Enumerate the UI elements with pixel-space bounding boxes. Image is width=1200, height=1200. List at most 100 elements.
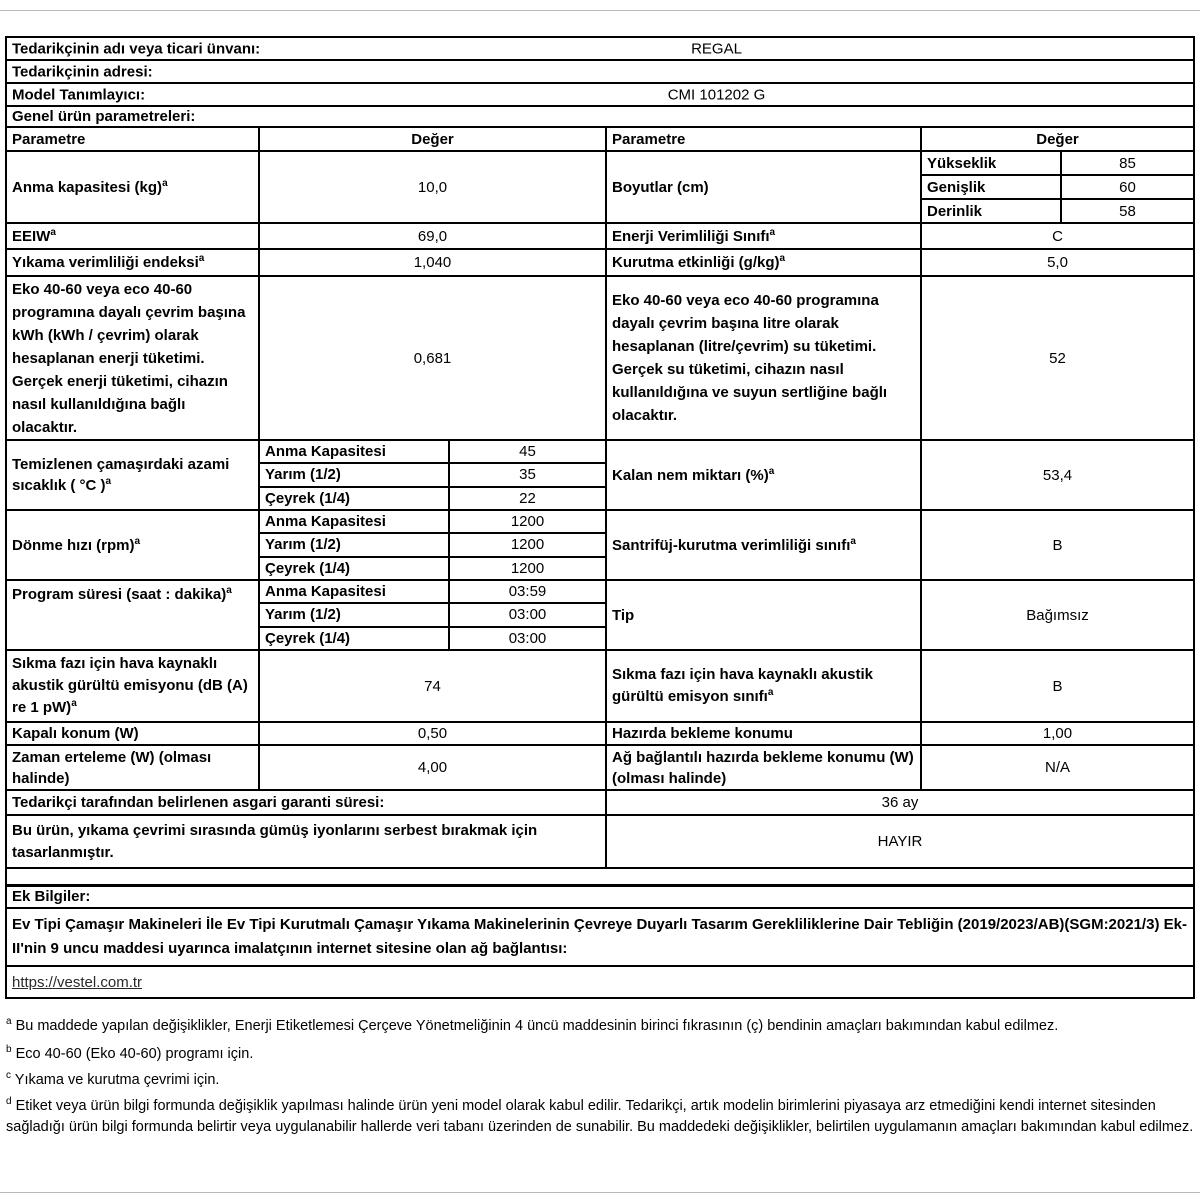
product-parameters-table: Tedarikçinin adı veya ticari ünvanı: REG… <box>5 36 1195 999</box>
row-capacity-dimensions: Anma kapasitesi (kg)a 10,0 Boyutlar (cm)… <box>7 152 1193 224</box>
bottom-divider <box>0 1192 1200 1193</box>
wash-index-label-cell: Yıkama verimliliği endeksia <box>7 250 260 275</box>
dimensions-subtable: Yükseklik 85 Genişlik 60 Derinlik 58 <box>922 152 1193 222</box>
spin-class-value: B <box>1052 536 1063 554</box>
row-noise-emission-class: Sıkma fazı için hava kaynaklı akustik gü… <box>7 651 1193 723</box>
temp-row-quarter: Çeyrek (1/4) 22 <box>260 487 605 509</box>
top-divider <box>0 10 1200 11</box>
temperature-subtable: Anma Kapasitesi 45 Yarım (1/2) 35 Çeyrek… <box>260 441 607 509</box>
footnote-c-marker: c <box>6 1070 11 1082</box>
spin-row-quarter: Çeyrek (1/4) 1200 <box>260 557 605 579</box>
website-link[interactable]: https://vestel.com.tr <box>12 973 143 991</box>
net-standby-value: N/A <box>1044 759 1070 776</box>
supplier-name-label: Tedarikçinin adı veya ticari ünvanı: <box>12 40 261 57</box>
dimension-row-depth: Derinlik 58 <box>922 200 1193 222</box>
warranty-label: Tedarikçi tarafından belirlenen asgari g… <box>7 791 607 814</box>
row-extra-info-paragraph: Ev Tipi Çamaşır Makineleri İle Ev Tipi K… <box>7 909 1193 967</box>
footnote-b: b Eco 40-60 (Eko 40-60) programı için. <box>6 1044 1194 1065</box>
row-energy-water-consumption: Eko 40-60 veya eco 40-60 programına daya… <box>7 277 1193 441</box>
capacity-value: 10,0 <box>260 152 607 222</box>
column-header-row: Parametre Değer Parametre Değer <box>7 128 1193 152</box>
row-website-link: https://vestel.com.tr <box>7 967 1193 997</box>
footnote-a-text: Bu maddede yapılan değişiklikler, Enerji… <box>15 1018 1059 1034</box>
footnote-d-marker: d <box>6 1096 12 1108</box>
noise-class-label-cell: Sıkma fazı için hava kaynaklı akustik gü… <box>607 651 922 721</box>
model-identifier-row: Model Tanımlayıcı: CMI 101202 G <box>7 84 1193 107</box>
dimension-row-height: Yükseklik 85 <box>922 152 1193 176</box>
header-deger-left: Değer <box>260 128 607 150</box>
duration-row-quarter: Çeyrek (1/4) 03:00 <box>260 627 605 649</box>
row-washindex-dryeff: Yıkama verimliliği endeksia 1,040 Kurutm… <box>7 250 1193 277</box>
header-parametre-right: Parametre <box>607 128 922 150</box>
row-delay-netstandby: Zaman erteleme (W) (olması halinde) 4,00… <box>7 746 1193 791</box>
moisture-label-cell: Kalan nem miktarı (%)a <box>607 441 922 509</box>
spin-label-cell: Dönme hızı (rpm)a <box>7 511 260 579</box>
off-mode-label: Kapalı konum (W) <box>7 723 260 744</box>
row-temperature-moisture: Temizlenen çamaşırdaki azami sıcaklık ( … <box>7 441 1193 511</box>
footnote-b-marker: b <box>6 1044 12 1056</box>
moisture-value: 53,4 <box>1042 466 1073 484</box>
header-parametre-left: Parametre <box>7 128 260 150</box>
footnote-b-text: Eco 40-60 (Eko 40-60) programı için. <box>15 1046 254 1062</box>
type-label: Tip <box>607 581 922 649</box>
supplier-name-row: Tedarikçinin adı veya ticari ünvanı: REG… <box>7 38 1193 61</box>
type-value: Bağımsız <box>1026 606 1089 624</box>
footnote-c-text: Yıkama ve kurutma çevrimi için. <box>14 1072 220 1088</box>
row-duration-type: Program süresi (saat : dakika)a Anma Kap… <box>7 581 1193 651</box>
duration-label-cell: Program süresi (saat : dakika)a <box>7 581 260 649</box>
header-deger-right: Değer <box>1036 130 1079 148</box>
footnote-d-text: Etiket veya ürün bilgi formunda değişikl… <box>6 1098 1194 1135</box>
duration-row-half: Yarım (1/2) 03:00 <box>260 604 605 628</box>
footnote-d: d Etiket veya ürün bilgi formunda değişi… <box>6 1096 1194 1138</box>
spin-row-half: Yarım (1/2) 1200 <box>260 534 605 558</box>
spacer-row <box>7 869 1193 887</box>
temp-row-nominal: Anma Kapasitesi 45 <box>260 441 605 465</box>
spacer-cell <box>7 869 1193 884</box>
energy-class-label-cell: Enerji Verimliliği Sınıfıa <box>607 224 922 248</box>
section-title: Genel ürün parametreleri: <box>12 107 196 125</box>
row-spin-speed-class: Dönme hızı (rpm)a Anma Kapasitesi 1200 Y… <box>7 511 1193 581</box>
row-offmode-standby: Kapalı konum (W) 0,50 Hazırda bekleme ko… <box>7 723 1193 746</box>
row-eeiw-energyclass: EEIWa 69,0 Enerji Verimliliği Sınıfıa C <box>7 224 1193 250</box>
spin-class-label-cell: Santrifüj-kurutma verimliliği sınıfıa <box>607 511 922 579</box>
off-mode-value: 0,50 <box>260 723 607 744</box>
spin-subtable: Anma Kapasitesi 1200 Yarım (1/2) 1200 Çe… <box>260 511 607 579</box>
delay-label: Zaman erteleme (W) (olması halinde) <box>7 746 260 789</box>
supplier-name-value: REGAL <box>691 40 742 57</box>
temp-row-half: Yarım (1/2) 35 <box>260 464 605 488</box>
model-identifier-value: CMI 101202 G <box>667 86 766 103</box>
water-consumption-value: 52 <box>1049 349 1066 367</box>
footnote-a-marker: a <box>6 1016 12 1028</box>
standby-label: Hazırda bekleme konumu <box>607 723 922 744</box>
noise-label-cell: Sıkma fazı için hava kaynaklı akustik gü… <box>7 651 260 721</box>
supplier-address-row: Tedarikçinin adresi: <box>7 61 1193 84</box>
energy-consumption-label: Eko 40-60 veya eco 40-60 programına daya… <box>7 277 260 439</box>
eeiw-label-cell: EEIWa <box>7 224 260 248</box>
section-title-row: Genel ürün parametreleri: <box>7 107 1193 128</box>
dimension-row-width: Genişlik 60 <box>922 176 1193 200</box>
row-silver-ions: Bu ürün, yıkama çevrimi sırasında gümüş … <box>7 816 1193 869</box>
footnotes-section: a Bu maddede yapılan değişiklikler, Ener… <box>6 1016 1194 1145</box>
net-standby-label: Ağ bağlantılı hazırda bekleme konumu (W)… <box>607 746 922 789</box>
silver-ions-value: HAYIR <box>877 833 923 850</box>
extra-info-title: Ek Bilgiler: <box>12 888 91 905</box>
noise-class-value: B <box>1052 677 1063 695</box>
duration-subtable: Anma Kapasitesi 03:59 Yarım (1/2) 03:00 … <box>260 581 607 649</box>
eeiw-value: 69,0 <box>260 224 607 248</box>
energy-consumption-value: 0,681 <box>260 277 607 439</box>
warranty-value: 36 ay <box>881 794 919 811</box>
footnote-c: c Yıkama ve kurutma çevrimi için. <box>6 1070 1194 1091</box>
website-link-cell: https://vestel.com.tr <box>7 967 1193 997</box>
supplier-address-label: Tedarikçinin adresi: <box>12 63 153 80</box>
water-consumption-label: Eko 40-60 veya eco 40-60 programına daya… <box>607 277 922 439</box>
dry-eff-label-cell: Kurutma etkinliği (g/kg)a <box>607 250 922 275</box>
noise-value: 74 <box>260 651 607 721</box>
temperature-label-cell: Temizlenen çamaşırdaki azami sıcaklık ( … <box>7 441 260 509</box>
spin-row-nominal: Anma Kapasitesi 1200 <box>260 511 605 535</box>
row-warranty: Tedarikçi tarafından belirlenen asgari g… <box>7 791 1193 816</box>
silver-ions-label: Bu ürün, yıkama çevrimi sırasında gümüş … <box>7 816 607 867</box>
standby-value: 1,00 <box>1042 725 1073 742</box>
dry-eff-value: 5,0 <box>1047 254 1068 271</box>
dimensions-label: Boyutlar (cm) <box>607 152 922 222</box>
